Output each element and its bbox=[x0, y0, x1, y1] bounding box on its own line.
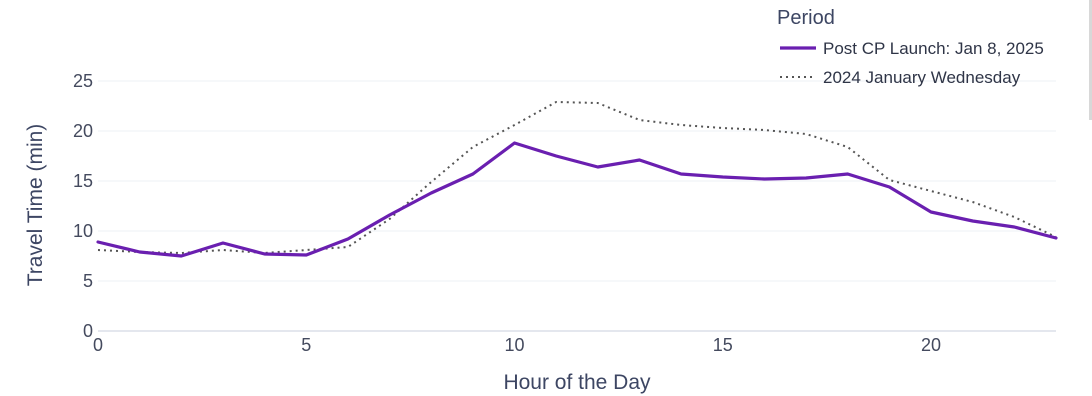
y-tick-label: 10 bbox=[73, 221, 93, 241]
right-edge-divider bbox=[1089, 0, 1092, 120]
x-tick-label: 5 bbox=[301, 335, 311, 355]
y-tick-label: 20 bbox=[73, 121, 93, 141]
y-tick-label: 15 bbox=[73, 171, 93, 191]
y-tick-label: 5 bbox=[83, 271, 93, 291]
x-tick-label: 0 bbox=[93, 335, 103, 355]
x-axis-title: Hour of the Day bbox=[503, 371, 651, 394]
x-tick-label: 15 bbox=[713, 335, 733, 355]
legend-title: Period bbox=[777, 7, 835, 29]
gridlines bbox=[98, 80, 1056, 332]
series-line-post-cp-launch bbox=[96, 141, 1058, 258]
legend-label: 2024 January Wednesday bbox=[823, 68, 1021, 87]
y-tick-label: 0 bbox=[83, 321, 93, 341]
x-tick-label: 10 bbox=[505, 335, 525, 355]
series-lines bbox=[96, 101, 1058, 258]
x-tick-label: 20 bbox=[921, 335, 941, 355]
y-tick-label: 25 bbox=[73, 71, 93, 91]
legend: Period Post CP Launch: Jan 8, 2025 2024 J… bbox=[777, 7, 1044, 87]
series-line-2024-january-wednesday bbox=[97, 101, 1057, 254]
tick-labels: 0 5 10 15 20 25 0 5 10 15 20 bbox=[73, 71, 941, 355]
legend-items: Post CP Launch: Jan 8, 2025 2024 January … bbox=[780, 39, 1044, 87]
legend-label: Post CP Launch: Jan 8, 2025 bbox=[823, 39, 1044, 58]
y-axis-title: Travel Time (min) bbox=[24, 124, 47, 287]
